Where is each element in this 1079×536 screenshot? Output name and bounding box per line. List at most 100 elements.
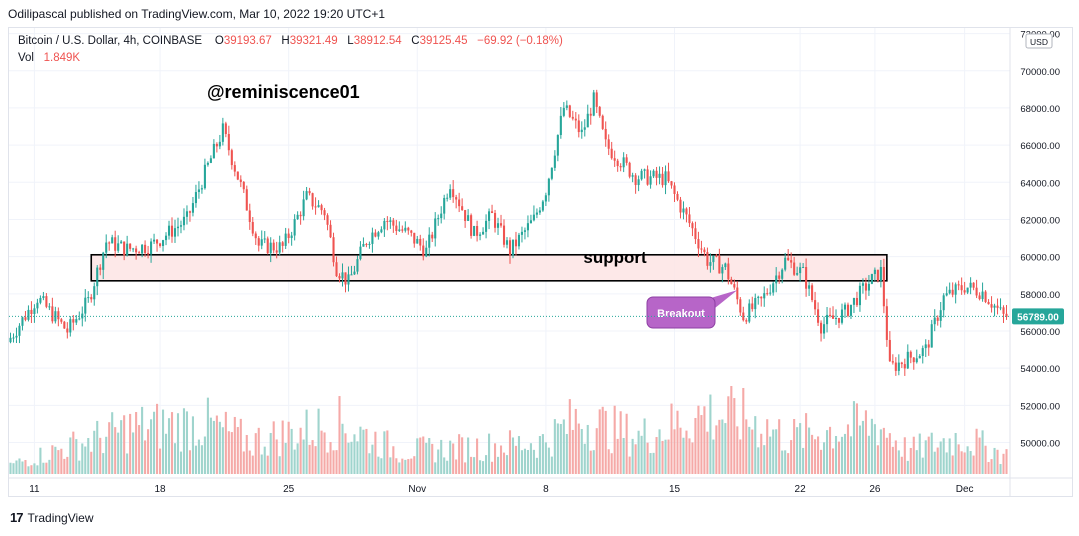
candle-body — [727, 263, 730, 280]
candle-body — [323, 210, 326, 216]
candle-body — [236, 171, 239, 180]
candle-body — [652, 170, 655, 177]
candle-body — [757, 296, 760, 299]
volume-bar — [338, 396, 341, 474]
volume-bar — [526, 450, 529, 474]
candle-body — [592, 92, 595, 116]
volume-bar — [676, 410, 679, 474]
candle-body — [51, 306, 54, 322]
volume-bar — [275, 439, 278, 474]
candle-body — [281, 242, 284, 246]
volume-bar — [36, 465, 39, 474]
close-label: C — [411, 35, 420, 47]
candle-body — [356, 259, 359, 272]
candle-body — [179, 225, 183, 227]
x-tick-label: 15 — [669, 484, 681, 495]
volume-bar — [748, 426, 751, 474]
candle-body — [353, 271, 356, 275]
currency-label: USD — [1030, 37, 1048, 47]
volume-bar — [978, 437, 981, 474]
candle-body — [147, 252, 150, 255]
candle-body — [823, 324, 826, 334]
candle-body — [164, 235, 168, 241]
volume-bar — [161, 409, 165, 474]
volume-bar — [326, 452, 329, 474]
candle-body — [209, 158, 212, 163]
candle-body — [864, 283, 867, 291]
footer-brand[interactable]: 17 TradingView — [10, 510, 94, 525]
volume-bar — [416, 438, 419, 474]
volume-bar — [843, 433, 847, 474]
candle-body — [446, 197, 449, 199]
candle-body — [547, 178, 550, 196]
chart-panel[interactable] — [8, 27, 1073, 497]
candle-body — [359, 246, 362, 260]
candle-body — [532, 214, 535, 221]
candle-body — [182, 216, 186, 226]
volume-bar — [930, 432, 933, 474]
volume-bar — [9, 462, 12, 474]
candle-body — [849, 304, 853, 316]
volume-bar — [802, 447, 805, 474]
volume-bar — [129, 413, 132, 474]
volume-bar — [945, 452, 948, 474]
volume-bar — [470, 456, 473, 474]
candle-body — [257, 238, 260, 246]
candle-body — [24, 317, 27, 320]
candle-body — [706, 252, 709, 266]
volume-bar — [631, 438, 634, 474]
candle-body — [135, 248, 138, 253]
candle-body — [302, 199, 305, 217]
volume-bar — [147, 429, 150, 474]
volume-bar — [332, 450, 335, 474]
candle-body — [362, 244, 365, 247]
candle-body — [437, 218, 440, 220]
volume-bar — [126, 453, 129, 474]
candle-body — [275, 250, 278, 253]
candle-body — [194, 192, 197, 204]
volume-bar — [63, 458, 66, 474]
candle-body — [341, 272, 344, 279]
candle-body — [649, 176, 652, 185]
volume-bar — [559, 423, 562, 474]
candle-body — [508, 240, 512, 256]
candle-body — [485, 220, 488, 232]
candle-body — [697, 239, 700, 249]
volume-bar — [251, 455, 254, 474]
candle-body — [628, 162, 631, 177]
volume-bar — [57, 450, 60, 474]
candle-body — [577, 120, 580, 133]
candle-body — [607, 139, 610, 149]
candle-body — [562, 107, 565, 116]
candle-body — [218, 141, 221, 147]
volume-bar — [607, 449, 610, 474]
candle-body — [718, 256, 721, 274]
candle-body — [499, 223, 503, 226]
volume-bar — [93, 430, 96, 474]
candle-body — [188, 211, 192, 213]
volume-bar — [114, 427, 117, 474]
volume-bar — [230, 432, 233, 474]
volume-bar — [972, 455, 975, 474]
candle-body — [942, 295, 945, 311]
candle-body — [595, 92, 598, 107]
volume-bar — [167, 418, 171, 474]
candle-body — [978, 295, 981, 300]
candle-body — [314, 206, 317, 208]
candle-body — [284, 233, 287, 246]
candle-body — [308, 191, 311, 194]
candle-body — [338, 276, 341, 279]
y-tick-label: 66000.00 — [1020, 141, 1060, 152]
volume-bar — [523, 448, 526, 474]
candle-body — [733, 284, 736, 288]
volume-bar — [425, 442, 428, 474]
volume-bar — [407, 459, 410, 474]
volume-bar — [517, 436, 521, 474]
y-tick-label: 56000.00 — [1020, 327, 1060, 338]
candle-body — [924, 344, 927, 349]
volume-bar — [209, 417, 212, 474]
volume-bar — [939, 441, 942, 474]
candle-body — [610, 148, 613, 159]
volume-bar — [580, 429, 583, 474]
